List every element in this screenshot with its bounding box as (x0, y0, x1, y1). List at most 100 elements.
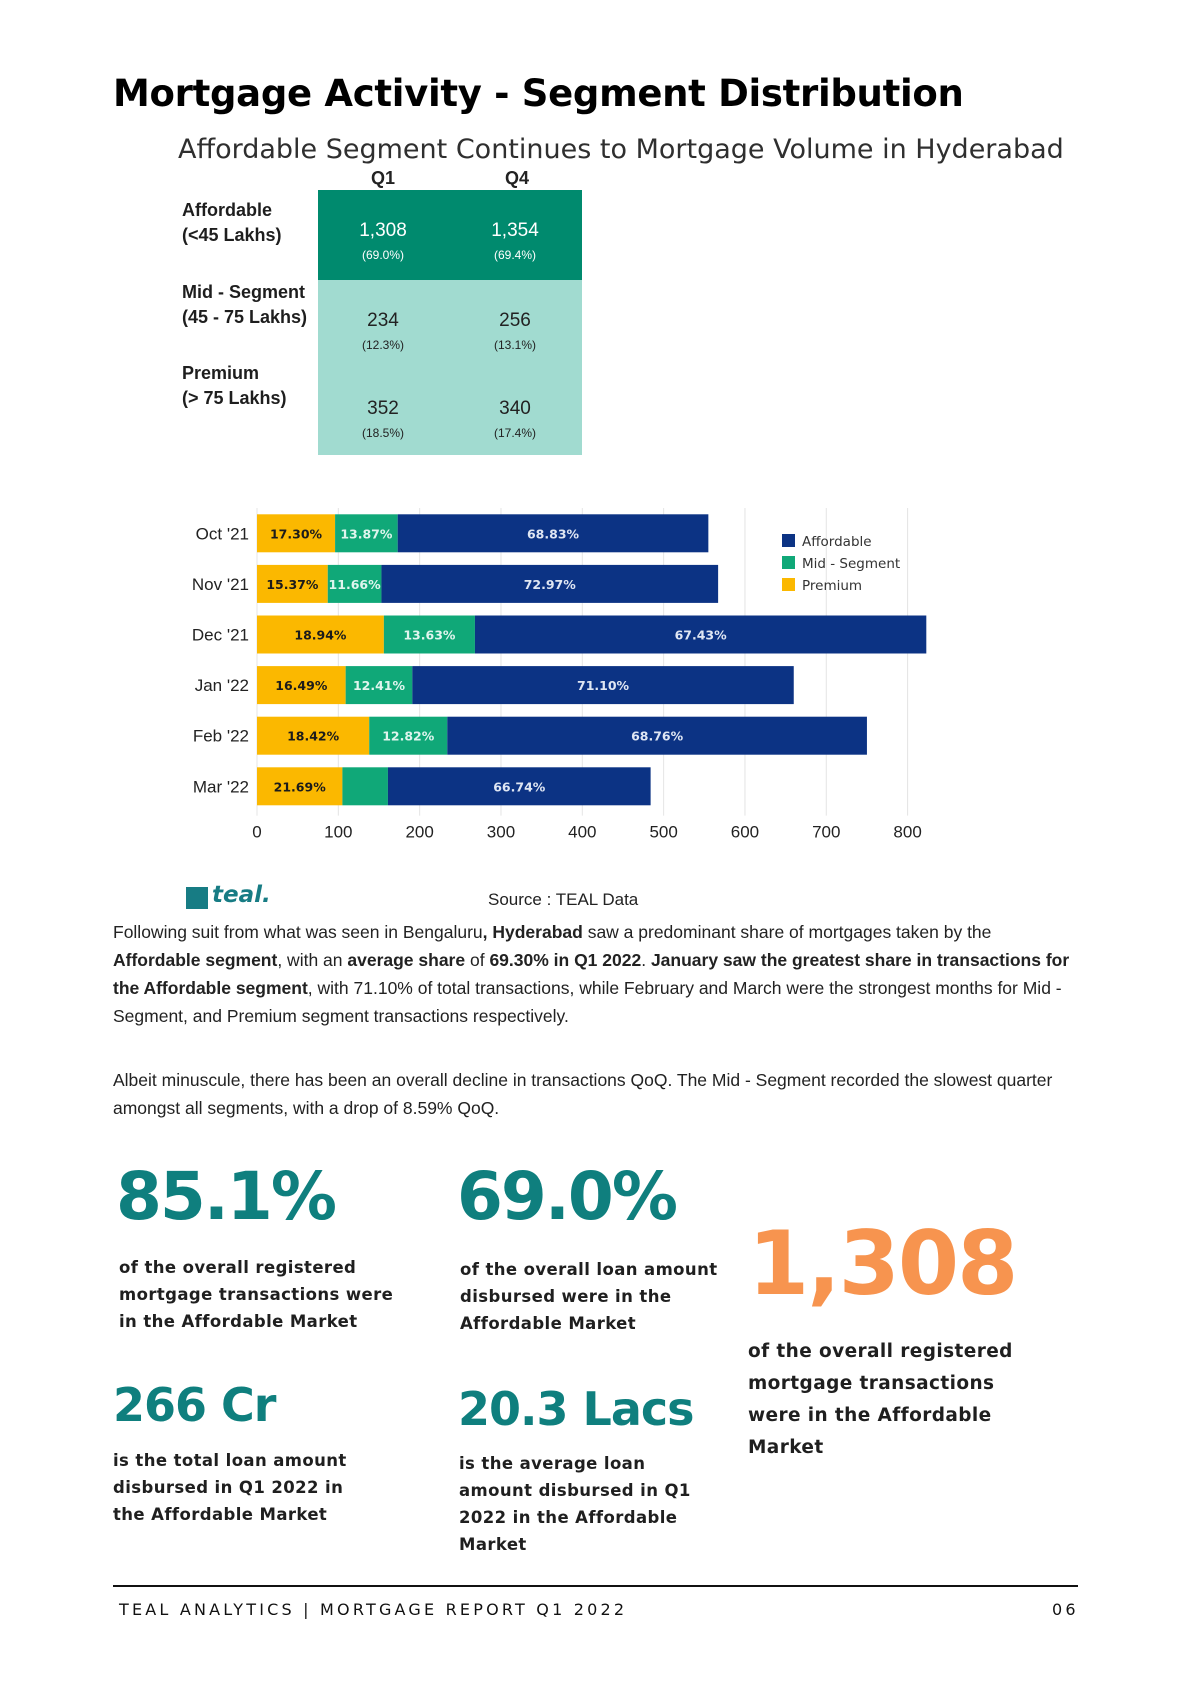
logo-square-icon (186, 887, 208, 909)
bar-segment-affordable (397, 514, 709, 553)
cell-premium-q1: 352 (18.5%) (318, 398, 448, 440)
data-label: 68.83% (527, 526, 580, 541)
data-label: 71.10% (577, 678, 630, 693)
category-label: Mar '22 (193, 777, 249, 796)
category-label: Nov '21 (192, 575, 249, 594)
data-label: 68.76% (631, 729, 684, 744)
text-run: , with 71.10% of total transactions, whi… (113, 978, 1062, 1026)
footer-report-title: TEAL ANALYTICS | MORTGAGE REPORT Q1 2022 (119, 1600, 628, 1619)
row-label-affordable: Affordable (<45 Lakhs) (182, 198, 322, 248)
page-number: 06 (1052, 1600, 1079, 1619)
stat-value-affordable-share: 85.1% (116, 1158, 337, 1235)
cell-percent: (69.0%) (361, 248, 405, 262)
x-tick-label: 200 (405, 823, 433, 842)
stat-value-transactions: 1,308 (748, 1212, 1018, 1315)
row-label-line: (45 - 75 Lakhs) (182, 307, 308, 327)
cell-mid-segment-q4: 256 (13.1%) (450, 310, 580, 352)
stat-desc-average-loan: is the average loan amount disbursed in … (459, 1454, 691, 1554)
bold-run: Affordable segment (113, 950, 278, 970)
text-run: , with an (277, 950, 348, 970)
legend-swatch (782, 534, 795, 547)
stat-desc-total-loan: is the total loan amount disbursed in Q1… (113, 1451, 347, 1524)
legend-label: Affordable (802, 534, 872, 550)
category-label: Dec '21 (192, 626, 249, 645)
bar-segment-affordable (381, 564, 719, 603)
row-label-line: Premium (182, 363, 260, 383)
cell-value: 256 (499, 310, 531, 331)
bar-segment-premium (257, 666, 346, 705)
bold-run: 69.30% in Q1 2022 (489, 950, 642, 970)
bar-segment-affordable (387, 767, 651, 806)
bar-segment-mid-segment (369, 716, 448, 755)
row-label-line: (<45 Lakhs) (182, 225, 282, 245)
cell-percent: (17.4%) (493, 426, 537, 440)
bar-segment-premium (257, 716, 370, 755)
x-tick-label: 800 (893, 823, 921, 842)
cell-affordable-q1: 1,308 (69.0%) (318, 220, 448, 262)
cell-affordable-q4: 1,354 (69.4%) (450, 220, 580, 262)
page-title: Mortgage Activity - Segment Distribution (113, 72, 964, 115)
legend-label: Mid - Segment (802, 556, 900, 572)
data-label: 18.94% (294, 628, 347, 643)
x-tick-label: 600 (731, 823, 759, 842)
stat-value-average-loan: 20.3 Lacs (458, 1382, 695, 1436)
bar-segment-mid-segment (342, 767, 388, 806)
bold-run: January saw the greatest share in transa… (113, 950, 1070, 998)
stat-desc-loan-share: of the overall loan amount disbursed wer… (460, 1260, 718, 1333)
cell-value: 352 (367, 398, 399, 419)
data-label: 67.43% (675, 628, 728, 643)
stat-desc-transactions: of the overall registered mortgage trans… (748, 1341, 1013, 1458)
x-tick-label: 0 (252, 823, 261, 842)
data-label: 16.49% (275, 678, 328, 693)
stat-desc-affordable-share: of the overall registered mortgage trans… (119, 1258, 394, 1331)
data-label: 72.97% (524, 577, 577, 592)
bold-run: average share (347, 950, 466, 970)
bar-segment-premium (257, 615, 384, 654)
body-paragraph-2: Albeit minuscule, there has been an over… (113, 1070, 1053, 1118)
bar-segment-premium (257, 514, 336, 553)
text-run: Following suit from what was seen in Ben… (113, 922, 483, 942)
column-header-q4: Q4 (504, 168, 529, 188)
data-label: 13.87% (340, 526, 393, 541)
footer-divider (113, 1585, 1078, 1587)
cell-percent: (18.5%) (361, 426, 405, 440)
x-tick-label: 300 (487, 823, 515, 842)
bar-segment-affordable (447, 716, 867, 755)
text-run: saw a predominant share of mortgages tak… (582, 922, 992, 942)
data-label: 66.74% (493, 779, 546, 794)
bar-segment-premium (257, 767, 343, 806)
column-header-q1: Q1 (370, 168, 395, 188)
data-label: 11.66% (329, 577, 382, 592)
row-label-premium: Premium (> 75 Lakhs) (182, 361, 322, 411)
data-label: 12.41% (353, 678, 406, 693)
x-tick-label: 400 (568, 823, 596, 842)
legend-swatch (782, 578, 795, 591)
segment-figure: Affordable Segment Continues to Mortgage… (170, 128, 1064, 918)
figure-heading: Affordable Segment Continues to Mortgage… (178, 134, 1064, 165)
segment-table: Q1 Q4 Affordable (<45 Lakhs) Mid - Segme… (170, 168, 590, 588)
text-run: of (465, 950, 490, 970)
stacked-bar-chart: 0 100 200 300 400 500 600 700 800 Oct '21 17.30% 13… (192, 508, 932, 842)
cell-percent: (69.4%) (493, 248, 537, 262)
category-label: Oct '21 (196, 524, 249, 543)
cell-value: 234 (367, 310, 399, 331)
bar-segment-mid-segment (335, 514, 398, 553)
plot-area (257, 508, 932, 816)
data-label: 15.37% (266, 577, 319, 592)
bold-run: , Hyderabad (482, 922, 583, 942)
x-tick-label: 700 (812, 823, 840, 842)
legend-label: Premium (802, 578, 862, 594)
data-label: 13.63% (403, 628, 456, 643)
bar-segment-mid-segment (327, 564, 382, 603)
cell-value: 1,354 (491, 220, 539, 241)
category-label: Jan '22 (195, 676, 249, 695)
row-fill-affordable: 1,308 (69.0%) 1,354 (69.4%) (318, 190, 582, 280)
text-run: . (641, 950, 651, 970)
cell-value: 1,308 (359, 220, 407, 241)
cell-mid-segment-q1: 234 (12.3%) (318, 310, 448, 352)
body-paragraph-1: Following suit from what was seen in Ben… (113, 918, 1073, 1030)
bar-segment-mid-segment (383, 615, 475, 654)
logo-wordmark: teal. (212, 882, 271, 908)
bar-segment-affordable (474, 615, 927, 654)
data-label: 18.42% (287, 729, 340, 744)
